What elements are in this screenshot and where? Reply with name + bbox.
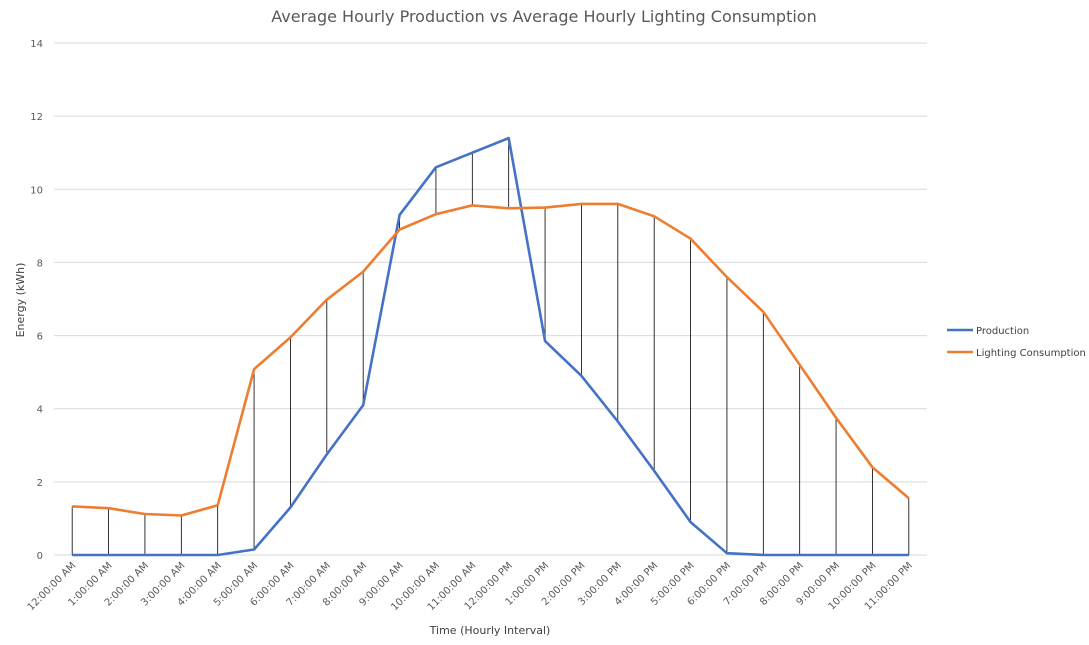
x-axis-label: Time (Hourly Interval) <box>429 624 551 637</box>
legend: Production Lighting Consumption <box>947 326 1086 359</box>
production-line <box>72 136 909 557</box>
y-tick-label: 2 <box>37 478 43 489</box>
y-tick-label: 8 <box>37 258 43 269</box>
lighting-consumption-line <box>72 202 910 517</box>
y-axis-label: Energy (kWh) <box>14 263 27 338</box>
y-tick-label: 12 <box>30 112 43 123</box>
y-tick-label: 0 <box>37 551 43 562</box>
gridlines <box>54 42 927 556</box>
chart-title: Average Hourly Production vs Average Hou… <box>271 7 816 26</box>
y-tick-label: 4 <box>37 405 43 416</box>
y-tick-label: 6 <box>37 332 43 343</box>
y-tick-label: 14 <box>30 39 43 50</box>
drop-lines <box>71 138 910 555</box>
y-axis-ticks: 0 2 4 6 8 10 12 14 <box>30 39 43 562</box>
x-axis-ticks: 12:00:00 AM1:00:00 AM2:00:00 AM3:00:00 A… <box>26 560 915 613</box>
legend-entry: Lighting Consumption <box>976 348 1086 359</box>
y-tick-label: 10 <box>30 185 43 196</box>
legend-entry: Production <box>976 326 1029 337</box>
series-lines <box>72 136 910 557</box>
